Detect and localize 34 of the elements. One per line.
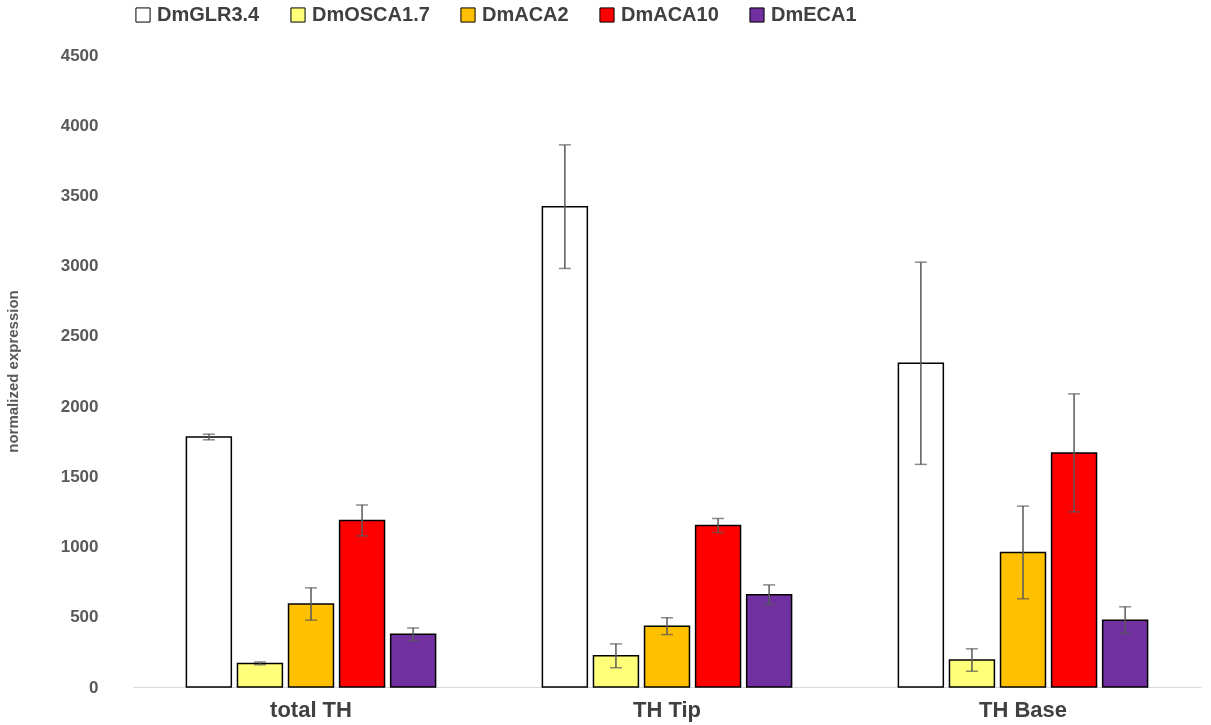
y-tick-label: 1000 <box>60 537 99 557</box>
legend-label: DmECA1 <box>771 3 857 25</box>
bar <box>541 205 589 688</box>
bar <box>1101 619 1149 688</box>
bar <box>1050 452 1098 688</box>
legend-label: DmOSCA1.7 <box>312 3 430 25</box>
legend-label: DmGLR3.4 <box>157 3 261 25</box>
bar <box>236 662 284 688</box>
bar <box>287 603 335 688</box>
bar <box>592 655 640 688</box>
bar <box>948 659 996 688</box>
x-tick-label: TH Base <box>978 696 1068 722</box>
bar <box>338 519 386 688</box>
y-tick-label: 4500 <box>60 45 99 65</box>
legend-label: DmACA2 <box>482 3 569 25</box>
y-tick-label: 4000 <box>60 115 99 135</box>
y-tick-label: 500 <box>70 607 99 627</box>
y-tick-label: 1500 <box>60 466 99 486</box>
y-axis-title: normalized expression <box>3 290 21 453</box>
bar <box>694 524 742 688</box>
bar <box>643 625 691 688</box>
y-tick-label: 2000 <box>60 396 99 416</box>
y-tick-label: 3500 <box>60 185 99 205</box>
x-tick-label: total TH <box>270 696 352 722</box>
x-tick-label: TH Tip <box>632 696 702 722</box>
bar <box>999 551 1047 688</box>
bar <box>897 362 945 688</box>
bar <box>389 633 437 688</box>
legend-label: DmACA10 <box>621 3 719 25</box>
bar <box>745 593 793 688</box>
bar <box>185 436 233 688</box>
y-tick-label: 2500 <box>60 326 99 346</box>
y-tick-label: 0 <box>89 677 99 697</box>
y-tick-label: 3000 <box>60 256 99 276</box>
